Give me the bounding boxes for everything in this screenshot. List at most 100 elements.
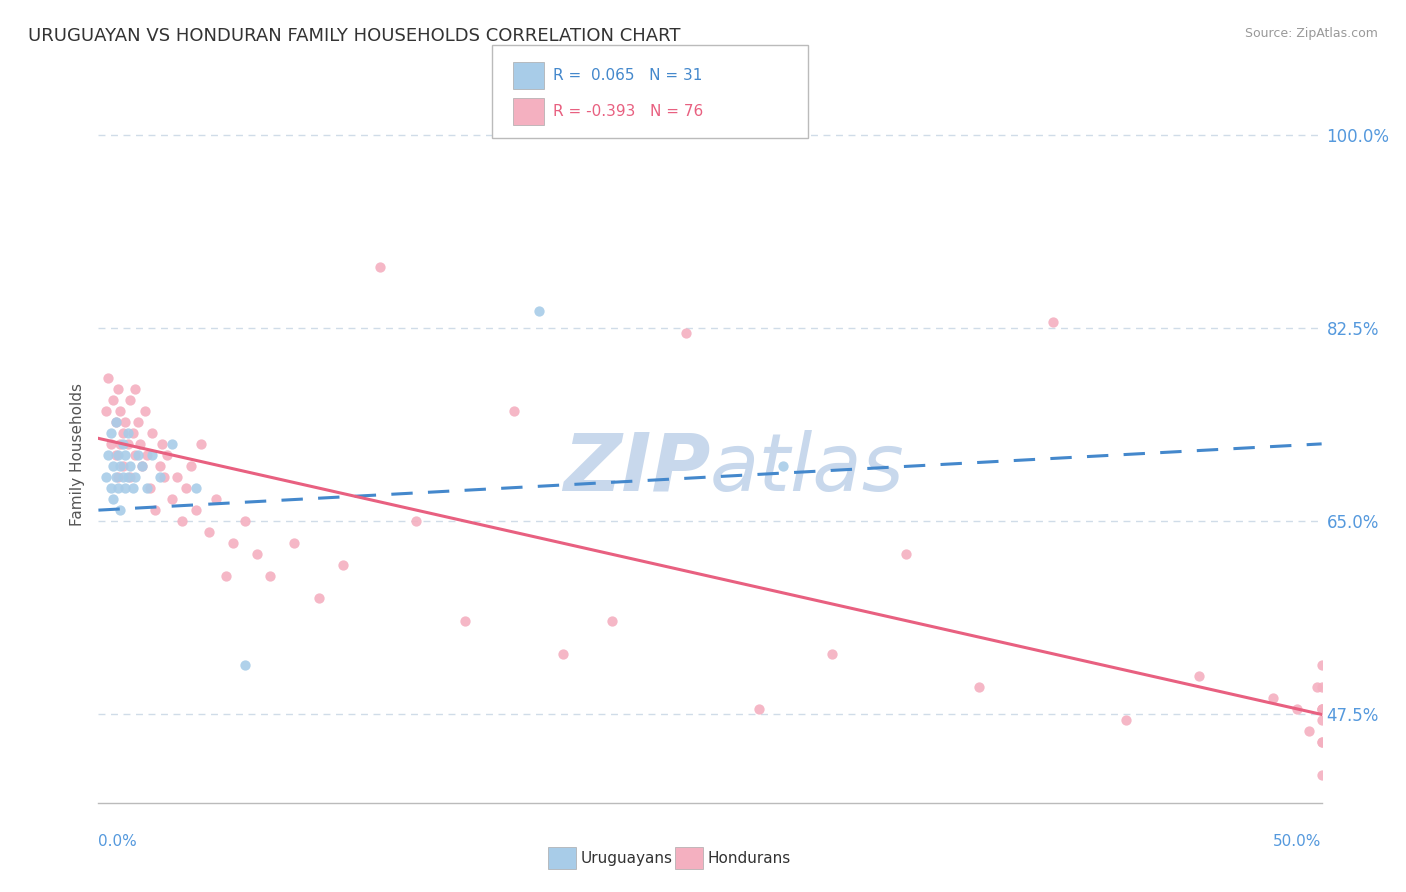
Point (149, 470, 172, 484)
Point (114, 448, 136, 462)
Point (121, 481, 143, 495)
Point (160, 437, 183, 451)
Text: 0.0%: 0.0% (98, 834, 138, 849)
Point (368, 260, 391, 275)
Point (94, 403, 117, 417)
Point (94, 470, 117, 484)
Point (675, 326, 697, 341)
Point (136, 481, 159, 495)
Point (186, 481, 208, 495)
Point (124, 448, 146, 462)
Point (1310, 657, 1333, 672)
Text: Hondurans: Hondurans (707, 851, 790, 865)
Point (120, 470, 142, 484)
Point (150, 437, 173, 451)
Point (110, 437, 132, 451)
Point (1286, 702, 1309, 716)
Point (117, 470, 139, 484)
Point (101, 392, 124, 407)
Point (259, 569, 281, 583)
Point (134, 403, 156, 417)
Point (186, 503, 208, 517)
Point (111, 437, 134, 451)
Point (405, 514, 427, 528)
Text: 50.0%: 50.0% (1274, 834, 1322, 849)
Point (107, 448, 129, 462)
Point (107, 481, 129, 495)
Point (1310, 735, 1333, 749)
Point (104, 415, 127, 429)
Point (101, 492, 124, 507)
Point (894, 547, 917, 561)
Point (110, 403, 132, 417)
Point (246, 547, 269, 561)
Point (141, 425, 163, 440)
Point (527, 304, 550, 318)
Point (149, 458, 172, 473)
Point (160, 492, 183, 507)
Point (97, 370, 120, 384)
Point (127, 448, 149, 462)
Point (772, 458, 794, 473)
Point (124, 470, 146, 484)
Text: Source: ZipAtlas.com: Source: ZipAtlas.com (1244, 27, 1378, 40)
Point (1188, 669, 1211, 683)
Point (111, 458, 134, 473)
Text: Uruguayans: Uruguayans (581, 851, 672, 865)
Point (1310, 813, 1333, 827)
Point (503, 403, 526, 417)
Point (180, 458, 202, 473)
Point (136, 448, 159, 462)
Point (214, 569, 236, 583)
Point (143, 503, 166, 517)
Point (1310, 702, 1333, 716)
Point (104, 415, 127, 429)
Text: R = -0.393   N = 76: R = -0.393 N = 76 (553, 104, 703, 119)
Point (1310, 768, 1333, 782)
Point (283, 536, 305, 550)
Point (1310, 702, 1333, 716)
Point (124, 382, 146, 396)
Point (600, 614, 623, 628)
Point (129, 437, 152, 451)
Point (107, 470, 129, 484)
Point (100, 481, 122, 495)
Point (111, 425, 134, 440)
Text: ZIP: ZIP (562, 430, 710, 508)
Point (1115, 713, 1137, 727)
Point (1310, 702, 1333, 716)
Point (120, 458, 142, 473)
Point (120, 392, 142, 407)
Point (1310, 735, 1333, 749)
Point (197, 525, 219, 540)
Point (1261, 690, 1284, 705)
Point (1298, 724, 1320, 739)
Point (141, 448, 163, 462)
Text: URUGUAYAN VS HONDURAN FAMILY HOUSEHOLDS CORRELATION CHART: URUGUAYAN VS HONDURAN FAMILY HOUSEHOLDS … (28, 27, 681, 45)
Point (821, 647, 844, 661)
Y-axis label: Family Households: Family Households (70, 384, 86, 526)
Point (111, 470, 134, 484)
Point (131, 458, 153, 473)
Point (332, 558, 354, 573)
Point (100, 437, 122, 451)
Point (104, 448, 127, 462)
Point (233, 657, 256, 672)
Point (114, 481, 136, 495)
Point (454, 614, 477, 628)
Point (1042, 315, 1064, 329)
Point (101, 458, 124, 473)
Point (166, 470, 188, 484)
Point (104, 470, 127, 484)
Point (107, 382, 129, 396)
Point (117, 437, 139, 451)
Point (100, 425, 122, 440)
Point (1306, 680, 1329, 694)
Point (190, 437, 212, 451)
Point (748, 702, 770, 716)
Point (121, 425, 143, 440)
Point (308, 591, 330, 606)
Point (110, 458, 132, 473)
Point (131, 458, 153, 473)
Point (127, 415, 149, 429)
